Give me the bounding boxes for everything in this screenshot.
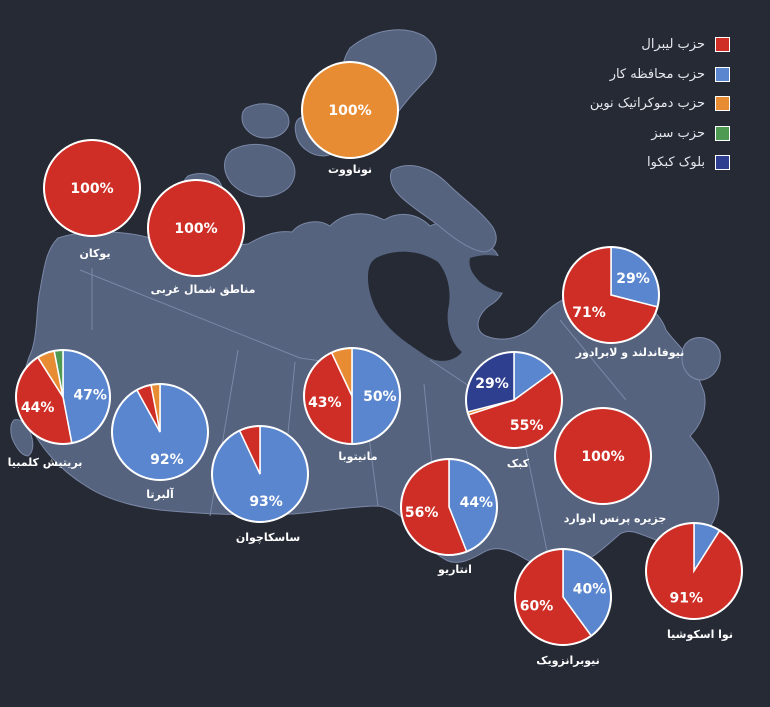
pie-data-label: 44% — [460, 495, 494, 511]
province-pie: 40% 60% — [514, 548, 612, 646]
legend-label: حزب لیبرال — [641, 37, 705, 53]
pie-data-label: 100% — [328, 103, 371, 119]
pie-outline — [147, 179, 245, 277]
hudson-bay — [368, 251, 462, 361]
pie-outline — [562, 246, 660, 344]
legend-item: بلوک کبکوا — [470, 148, 730, 178]
province-name-label: نوناووت — [328, 163, 372, 176]
province-pie: 100% — [147, 179, 245, 277]
arctic-island-b — [241, 103, 290, 139]
province-pie: 55% 29% — [465, 351, 563, 449]
legend-swatch — [715, 96, 730, 112]
province-pie: 100% — [554, 407, 652, 505]
province-border-line — [559, 319, 627, 401]
province-name-label: کبک — [507, 457, 530, 470]
pie-outline — [211, 425, 309, 523]
pie-data-label: 100% — [70, 181, 113, 197]
province-name-label: بریتیش کلمبیا — [8, 456, 83, 469]
pie-data-label: 29% — [475, 376, 509, 392]
province-name-label: نیوبرانزویک — [536, 654, 599, 667]
legend-label: بلوک کبکوا — [646, 155, 705, 171]
baffin-island — [389, 165, 497, 253]
province-pie: 47% 44% — [15, 349, 111, 445]
province-pie: 93% — [211, 425, 309, 523]
province-name-label: یوکان — [80, 247, 111, 260]
pie-outline — [301, 61, 399, 159]
legend-swatch — [715, 125, 730, 141]
pie-outline — [514, 548, 612, 646]
pie-data-label: 100% — [174, 221, 217, 237]
province-pie: 92% — [111, 383, 209, 481]
pie-data-label: 71% — [572, 305, 606, 321]
pie-data-label: 29% — [616, 271, 650, 287]
province-pie: 50% 43% — [303, 347, 401, 445]
province-name-label: انتاریو — [437, 563, 472, 576]
province-pie: 100% — [301, 61, 399, 159]
pie-outline — [554, 407, 652, 505]
legend-label: حزب سبز — [651, 125, 705, 141]
province-name-label: ساسکاچوان — [236, 531, 300, 544]
pie-outline — [15, 349, 111, 445]
pie-outline — [645, 522, 743, 620]
pie-data-label: 43% — [308, 395, 342, 411]
province-name-label: جزیره پرنس ادوارد — [564, 512, 667, 525]
pie-data-label: 93% — [249, 494, 283, 510]
legend-swatch — [715, 66, 730, 82]
province-pie: 91% — [645, 522, 743, 620]
legend-swatch — [715, 155, 730, 171]
pie-data-label: 55% — [510, 418, 544, 434]
newfoundland-island — [681, 337, 721, 381]
pie-outline — [111, 383, 209, 481]
province-name-label: مناطق شمال غربی — [151, 283, 256, 296]
legend-swatch — [715, 37, 730, 53]
legend-label: حزب دموکراتیک نوین — [589, 96, 705, 112]
pie-data-label: 91% — [669, 591, 703, 607]
pie-outline — [465, 351, 563, 449]
province-name-label: آلبرتا — [146, 487, 174, 501]
pie-data-label: 40% — [573, 581, 607, 597]
province-pies: 100% نوناووت 100% یوکان 100% مناطق شمال غربی 2… — [8, 61, 743, 667]
pie-data-label: 50% — [363, 389, 397, 405]
pie-outline — [303, 347, 401, 445]
province-pie: 44% 56% — [400, 458, 498, 556]
province-name-label: مانیتوبا — [338, 450, 377, 463]
province-pie: 100% — [43, 139, 141, 237]
pie-outline — [43, 139, 141, 237]
pie-data-label: 100% — [581, 449, 624, 465]
pie-data-label: 47% — [73, 387, 107, 403]
legend-label: حزب محافظه کار — [609, 66, 705, 82]
victoria-island — [224, 144, 296, 198]
legend-item: حزب محافظه کار — [470, 60, 730, 90]
legend-item: حزب دموکراتیک نوین — [470, 89, 730, 119]
legend: حزب لیبرال حزب محافظه کار حزب دموکراتیک نو… — [470, 30, 730, 178]
pie-data-label: 44% — [21, 400, 55, 416]
province-pie: 29% 71% — [562, 246, 660, 344]
pie-data-label: 92% — [150, 452, 184, 468]
province-name-label: نوا اسکوشیا — [667, 628, 733, 641]
pie-data-label: 56% — [405, 505, 439, 521]
pie-data-label: 60% — [520, 599, 554, 615]
hudson-strait — [469, 255, 527, 294]
province-border-line — [79, 269, 301, 359]
legend-item: حزب سبز — [470, 119, 730, 149]
legend-item: حزب لیبرال — [470, 30, 730, 60]
province-name-label: نیوفاندلند و لابرادور — [575, 346, 685, 359]
pie-outline — [400, 458, 498, 556]
